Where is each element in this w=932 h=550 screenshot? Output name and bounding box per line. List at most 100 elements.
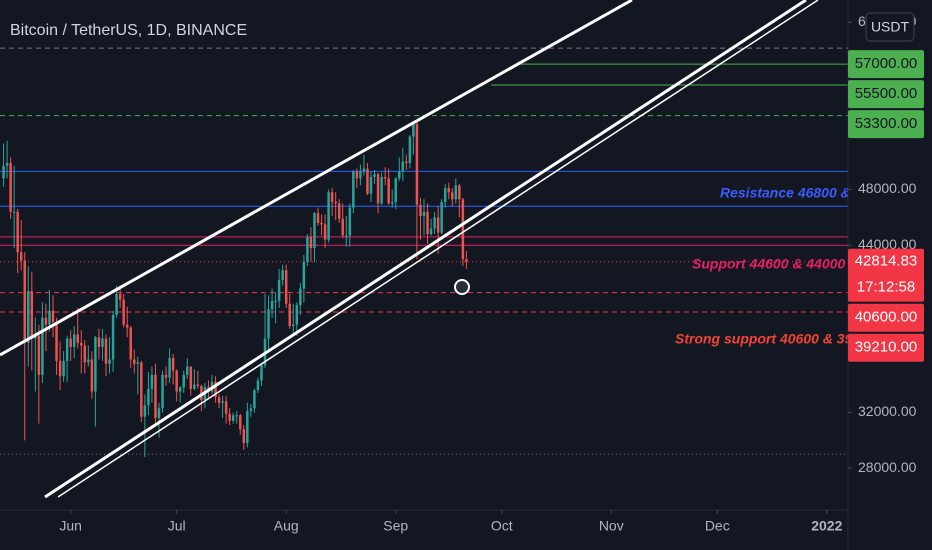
candle-body bbox=[390, 202, 394, 204]
candle-body bbox=[111, 314, 115, 360]
candle-body bbox=[87, 359, 90, 363]
candle-body bbox=[348, 207, 352, 236]
candle-body bbox=[19, 252, 23, 261]
candle-body bbox=[355, 171, 359, 179]
candle-body bbox=[461, 199, 465, 260]
y-tick-label: 48000.00 bbox=[858, 180, 917, 196]
candle-body bbox=[129, 327, 132, 360]
candle-body bbox=[83, 345, 87, 363]
candle-body bbox=[34, 335, 37, 339]
candle-body bbox=[154, 374, 157, 419]
candle-body bbox=[422, 211, 426, 216]
candle-body bbox=[189, 366, 193, 389]
candle-body bbox=[125, 324, 129, 328]
candle-body bbox=[51, 310, 55, 322]
candle-body bbox=[30, 291, 34, 339]
price-labels: 57000.00 55500.00 53300.00 42814.83 17:12:58… bbox=[848, 50, 924, 362]
candle-body bbox=[5, 163, 9, 166]
candle-body bbox=[415, 124, 419, 205]
candle-body bbox=[256, 380, 260, 391]
currency[interactable]: USDT bbox=[871, 19, 910, 35]
channel-lower bbox=[44, 0, 807, 499]
marker-circle bbox=[454, 279, 470, 295]
candle-body bbox=[341, 218, 344, 236]
annotation: Resistance 46800 & 49 bbox=[720, 185, 870, 201]
candle-body bbox=[133, 359, 136, 364]
candle-body bbox=[41, 317, 44, 375]
candle-body bbox=[376, 174, 380, 204]
y-tick-label: 32000.00 bbox=[858, 403, 917, 419]
x-tick-label: Nov bbox=[599, 518, 624, 534]
price-label: 39210.00 bbox=[855, 339, 918, 356]
candle-body bbox=[228, 413, 231, 421]
candle-body bbox=[168, 358, 171, 378]
price-label-box bbox=[848, 303, 924, 332]
candle-body bbox=[242, 429, 246, 444]
candle-body bbox=[147, 388, 150, 406]
candle-body bbox=[299, 288, 302, 306]
candle-body bbox=[306, 236, 309, 262]
candle-body bbox=[313, 213, 316, 249]
candle-body bbox=[284, 270, 288, 304]
candle-body bbox=[260, 365, 263, 381]
candle-body bbox=[143, 405, 147, 417]
candle-body bbox=[193, 384, 196, 389]
candle-body bbox=[104, 338, 108, 364]
candle-body bbox=[359, 171, 362, 179]
candle-body bbox=[101, 338, 104, 347]
price-label-box bbox=[848, 50, 924, 79]
candle-body bbox=[398, 171, 401, 179]
annotation: Strong support 40600 & 39210 bbox=[675, 331, 876, 347]
candle-body bbox=[249, 408, 253, 412]
candle-body bbox=[267, 309, 270, 339]
x-tick-label: Sep bbox=[383, 518, 408, 534]
candle-body bbox=[65, 338, 69, 361]
price-label-box bbox=[848, 248, 924, 302]
candle-body bbox=[380, 176, 383, 204]
candles bbox=[2, 121, 468, 458]
countdown: 17:12:58 bbox=[857, 279, 915, 296]
candle-body bbox=[369, 176, 373, 194]
candle-body bbox=[224, 401, 228, 414]
candle-body bbox=[366, 168, 369, 194]
candle-body bbox=[196, 384, 200, 386]
candle-body bbox=[239, 415, 242, 430]
x-axis: Jun Jul Aug Sep Oct Nov Dec 2022 bbox=[59, 510, 843, 534]
candle-body bbox=[443, 188, 447, 203]
candle-body bbox=[436, 217, 440, 233]
candle-body bbox=[405, 161, 408, 164]
candle-body bbox=[433, 217, 436, 229]
candle-body bbox=[330, 192, 334, 203]
candle-body bbox=[90, 359, 94, 392]
candle-body bbox=[447, 188, 450, 193]
annotation: Support 44600 & 44000 bbox=[692, 256, 846, 272]
price-label: 42814.83 bbox=[855, 253, 918, 270]
candle-body bbox=[429, 228, 433, 235]
candle-body bbox=[292, 324, 295, 327]
candle-body bbox=[281, 270, 284, 281]
candle-body bbox=[175, 370, 178, 392]
currency-box[interactable] bbox=[865, 12, 915, 42]
candle-body bbox=[362, 168, 366, 172]
candle-body bbox=[295, 305, 299, 325]
candle-body bbox=[157, 408, 161, 419]
candle-body bbox=[171, 358, 175, 371]
candle-body bbox=[55, 321, 58, 361]
candle-body bbox=[161, 374, 164, 409]
candle-body bbox=[426, 211, 429, 235]
x-tick-label: Aug bbox=[274, 518, 299, 534]
candle-body bbox=[387, 178, 390, 204]
candle-body bbox=[76, 334, 79, 343]
candle-body bbox=[16, 211, 19, 253]
y-tick-label: 44000.00 bbox=[858, 236, 917, 252]
candle-body bbox=[118, 294, 122, 300]
candle-body bbox=[214, 381, 217, 398]
candle-body bbox=[302, 261, 306, 289]
candle-body bbox=[44, 317, 48, 325]
candle-body bbox=[200, 385, 203, 400]
candle-body bbox=[136, 362, 140, 364]
price-label-box bbox=[848, 80, 924, 109]
candle-body bbox=[246, 411, 249, 444]
x-tick-label: Oct bbox=[491, 518, 513, 534]
